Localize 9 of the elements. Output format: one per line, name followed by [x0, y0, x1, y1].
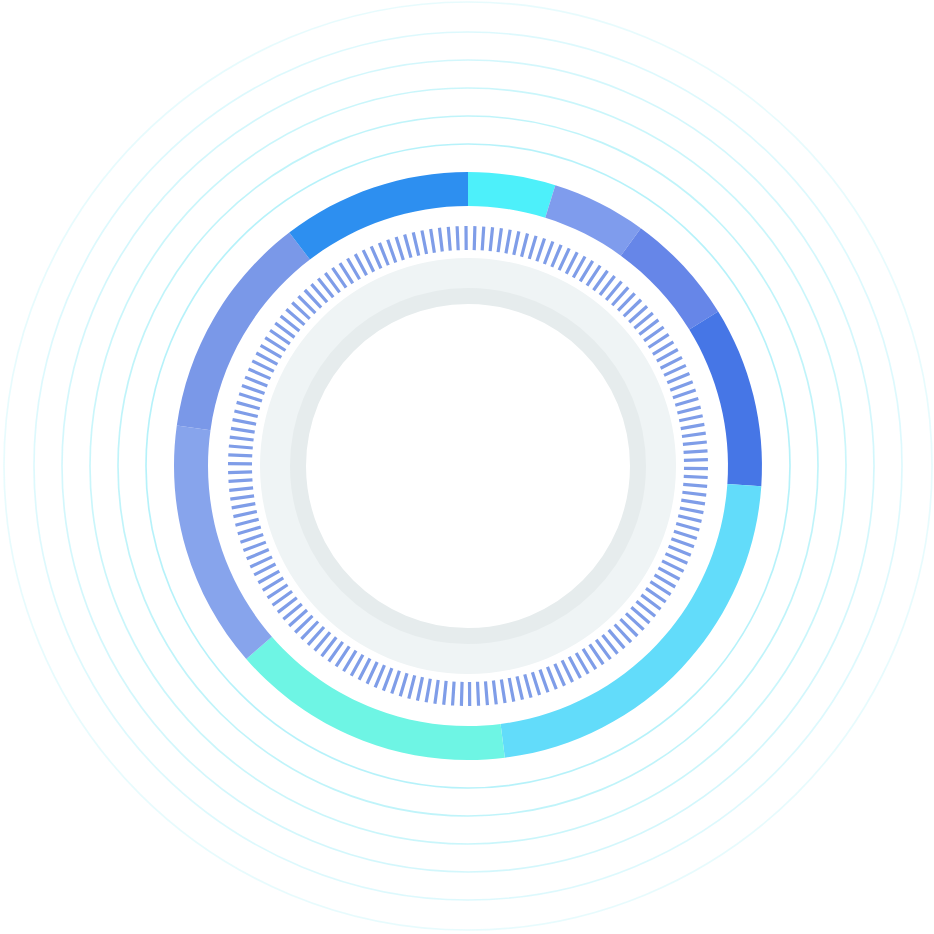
- donut-slice: [620, 228, 719, 330]
- donut-slice: [174, 425, 272, 660]
- donut-slice: [689, 311, 762, 487]
- donut-slice: [545, 185, 641, 256]
- donut-slice: [176, 232, 310, 431]
- donut-slice: [500, 483, 762, 758]
- donut-slice: [289, 172, 468, 260]
- donut-slice: [468, 172, 556, 218]
- donut-slice: [246, 636, 505, 760]
